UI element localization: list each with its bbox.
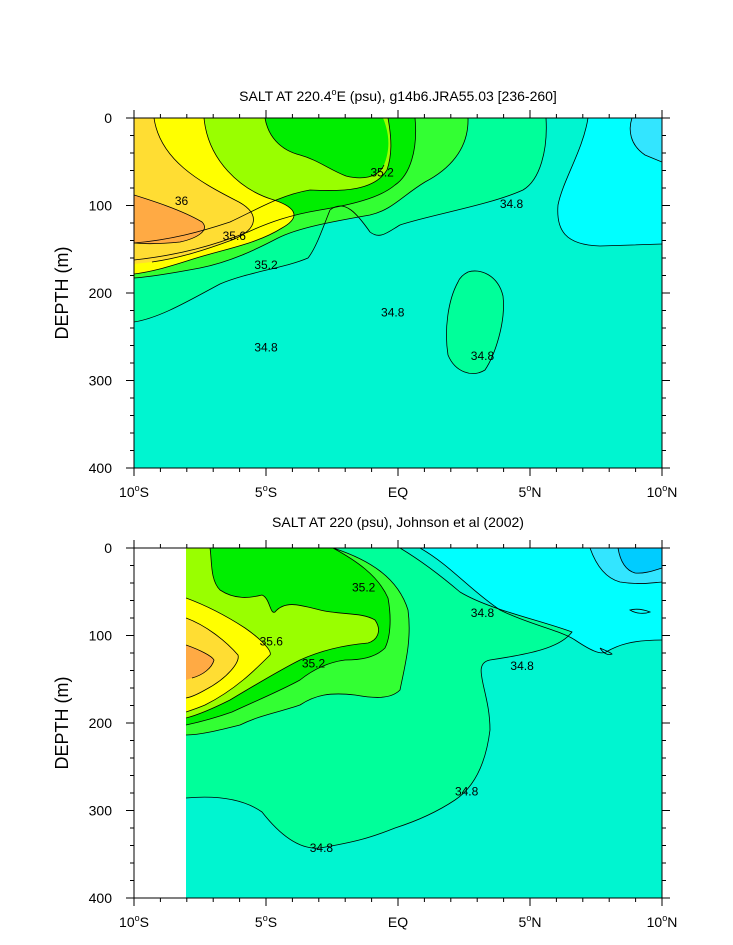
x-tick-label: 5oN <box>519 483 542 500</box>
y-tick-label: 0 <box>104 110 112 126</box>
y-tick-label: 400 <box>89 890 113 906</box>
contour-label: 34.8 <box>455 784 479 798</box>
panel-2-fill-34.6 <box>420 548 662 653</box>
panel-1-contours <box>134 118 662 468</box>
contour-label: 34.8 <box>381 305 405 319</box>
panel-2-y-axis-label: DEPTH (m) <box>52 677 72 770</box>
y-tick-label: 300 <box>89 373 113 389</box>
contour-label: 34.8 <box>310 841 334 855</box>
panel-1-fill-34.8-blob <box>446 270 504 374</box>
x-tick-label: EQ <box>388 914 408 930</box>
y-tick-label: 200 <box>89 285 113 301</box>
panel-1-title: SALT AT 220.4oE (psu), g14b6.JRA55.03 [2… <box>239 87 557 104</box>
contour-label: 35.2 <box>370 165 394 179</box>
panel-2-fill-36.2 <box>186 645 214 680</box>
panel-1-fill-34.6 <box>557 118 662 246</box>
panel-1-fill-34.4 <box>630 118 662 162</box>
contour-label: 34.8 <box>510 659 534 673</box>
panel-1: SALT AT 220.4oE (psu), g14b6.JRA55.03 [2… <box>52 87 677 500</box>
y-tick-label: 200 <box>89 715 113 731</box>
panel-1-contour-labels: 36 35.6 35.2 35.2 34.8 34.8 34.8 34.8 <box>175 165 524 363</box>
panel-2-contour-lines <box>186 548 662 849</box>
x-tick-label: 10oN <box>647 913 678 930</box>
x-tick-label: 5oS <box>255 483 277 500</box>
y-tick-label: 0 <box>104 540 112 556</box>
x-tick-label: 5oS <box>255 913 277 930</box>
panel-1-fill-35.4b <box>265 118 389 178</box>
contour-label: 35.6 <box>260 635 284 649</box>
panel-2-fill-34.2 <box>618 548 662 574</box>
x-tick-label: 10oS <box>119 913 149 930</box>
x-tick-label: EQ <box>388 484 408 500</box>
panel-1-fill-36.2 <box>134 195 205 244</box>
panel-1-ticks: 10oS 5oS EQ 5oN 10oN 0 100 200 300 400 <box>89 110 678 500</box>
panel-2-contour-labels: 35.2 35.6 35.2 34.8 34.8 34.8 34.8 <box>260 580 534 855</box>
x-tick-label: 10oN <box>647 483 678 500</box>
x-tick-label: 10oS <box>119 483 149 500</box>
panel-2-title: SALT AT 220 (psu), Johnson et al (2002) <box>272 514 524 530</box>
contour-label: 34.8 <box>254 340 278 354</box>
panel-1-y-axis-label: DEPTH (m) <box>52 247 72 340</box>
panel-2-ticks: 10oS 5oS EQ 5oN 10oN 0 100 200 300 400 <box>89 540 678 930</box>
contour-label: 35.2 <box>254 258 278 272</box>
contour-label: 34.8 <box>471 349 495 363</box>
contour-label: 36 <box>175 194 189 208</box>
y-tick-label: 100 <box>89 628 113 644</box>
y-tick-label: 300 <box>89 803 113 819</box>
y-tick-label: 400 <box>89 460 113 476</box>
contour-label: 35.2 <box>302 657 326 671</box>
y-tick-label: 100 <box>89 198 113 214</box>
panel-2-contours <box>186 548 662 898</box>
contour-label: 35.6 <box>223 229 247 243</box>
panel-2: SALT AT 220 (psu), Johnson et al (2002) <box>52 514 677 930</box>
contour-label: 35.2 <box>352 580 376 594</box>
contour-label: 34.8 <box>500 197 524 211</box>
panel-1-contour-lines <box>134 118 662 374</box>
x-tick-label: 5oN <box>519 913 542 930</box>
contour-label: 34.8 <box>471 606 495 620</box>
